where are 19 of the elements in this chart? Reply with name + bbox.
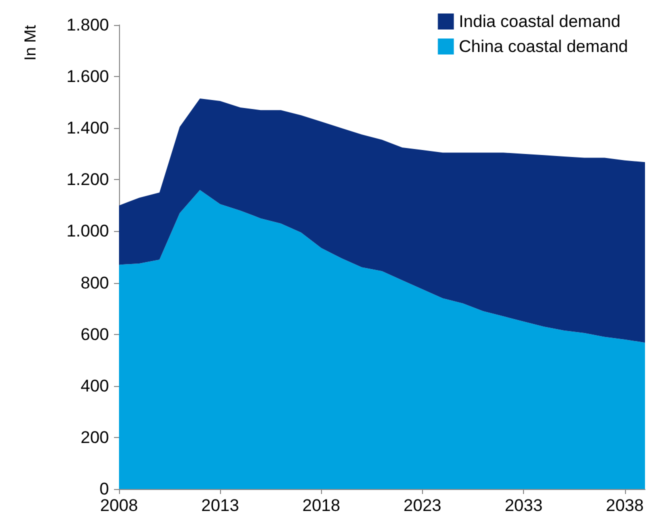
x-tick-label: 2008: [100, 496, 138, 515]
x-tick-label: 2038: [606, 496, 644, 515]
y-axis-title: In Mt: [22, 24, 40, 61]
y-tick-label: 1.200: [66, 170, 109, 190]
legend-label: China coastal demand: [458, 37, 628, 56]
x-tick-label: 2023: [404, 496, 442, 515]
y-tick-label: 800: [80, 273, 109, 292]
y-tick-label: 400: [80, 376, 109, 396]
x-tick-label: 2013: [201, 496, 240, 515]
y-tick-label: 1.400: [66, 118, 109, 138]
y-tick-label: 1.000: [66, 222, 109, 241]
x-tick-label: 2033: [504, 496, 543, 515]
y-tick-label: 1.600: [66, 67, 109, 86]
y-tick-label: 0: [100, 480, 109, 498]
legend-label: India coastal demand: [458, 12, 620, 31]
y-tick-label: 600: [80, 324, 109, 344]
x-tick-label: 2018: [302, 496, 340, 515]
y-tick-label: 1.800: [66, 16, 109, 34]
y-tick-label: 200: [80, 428, 109, 447]
